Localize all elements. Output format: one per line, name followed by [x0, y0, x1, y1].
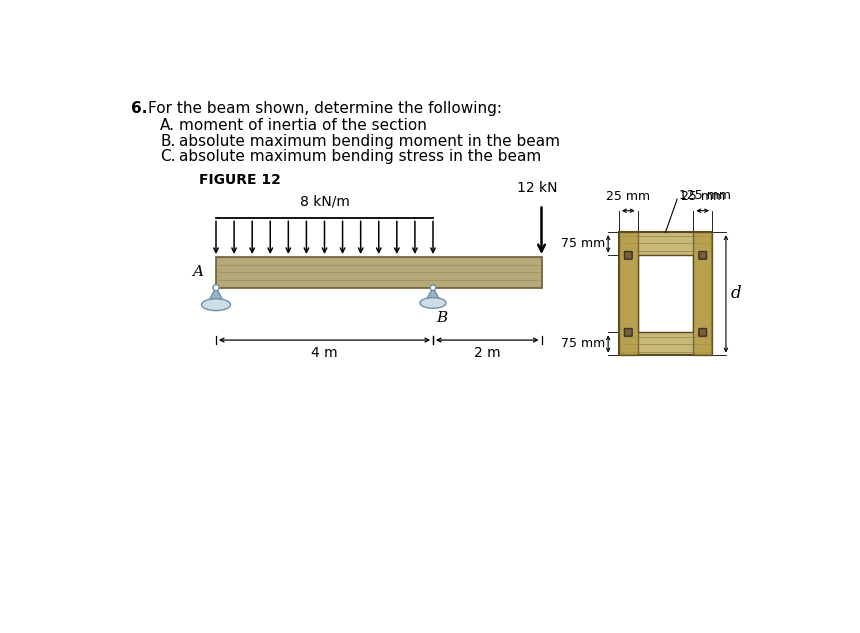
Text: For the beam shown, determine the following:: For the beam shown, determine the follow…: [148, 101, 501, 116]
Text: 25 mm: 25 mm: [680, 190, 725, 203]
Circle shape: [430, 285, 436, 291]
Text: moment of inertia of the section: moment of inertia of the section: [179, 118, 427, 134]
Text: 4 m: 4 m: [311, 346, 338, 360]
Text: B.: B.: [160, 134, 175, 149]
FancyBboxPatch shape: [624, 251, 632, 260]
Text: B: B: [436, 311, 447, 325]
FancyBboxPatch shape: [624, 329, 632, 336]
Text: 125 mm: 125 mm: [679, 189, 732, 202]
Text: A: A: [193, 265, 204, 279]
Text: C.: C.: [160, 149, 175, 164]
Text: 12 kN: 12 kN: [518, 180, 558, 194]
Text: 2 m: 2 m: [474, 346, 501, 360]
Circle shape: [213, 285, 219, 291]
Bar: [637, 255, 693, 332]
Polygon shape: [206, 288, 225, 304]
Text: 75 mm: 75 mm: [561, 337, 605, 351]
FancyBboxPatch shape: [699, 251, 707, 260]
Text: d: d: [731, 285, 741, 303]
Text: A.: A.: [160, 118, 175, 134]
Ellipse shape: [201, 299, 230, 311]
Polygon shape: [425, 288, 441, 303]
Bar: [619, 232, 637, 356]
Bar: [619, 232, 712, 356]
Text: absolute maximum bending moment in the beam: absolute maximum bending moment in the b…: [179, 134, 560, 149]
Text: 25 mm: 25 mm: [606, 190, 650, 203]
Text: absolute maximum bending stress in the beam: absolute maximum bending stress in the b…: [179, 149, 541, 164]
Ellipse shape: [420, 298, 446, 308]
Text: 6.: 6.: [131, 101, 147, 116]
FancyBboxPatch shape: [699, 329, 707, 336]
Text: 8 kN/m: 8 kN/m: [299, 194, 349, 208]
Text: FIGURE 12: FIGURE 12: [199, 173, 281, 187]
Text: 75 mm: 75 mm: [561, 237, 605, 250]
Bar: [693, 232, 712, 356]
Bar: [216, 257, 542, 288]
